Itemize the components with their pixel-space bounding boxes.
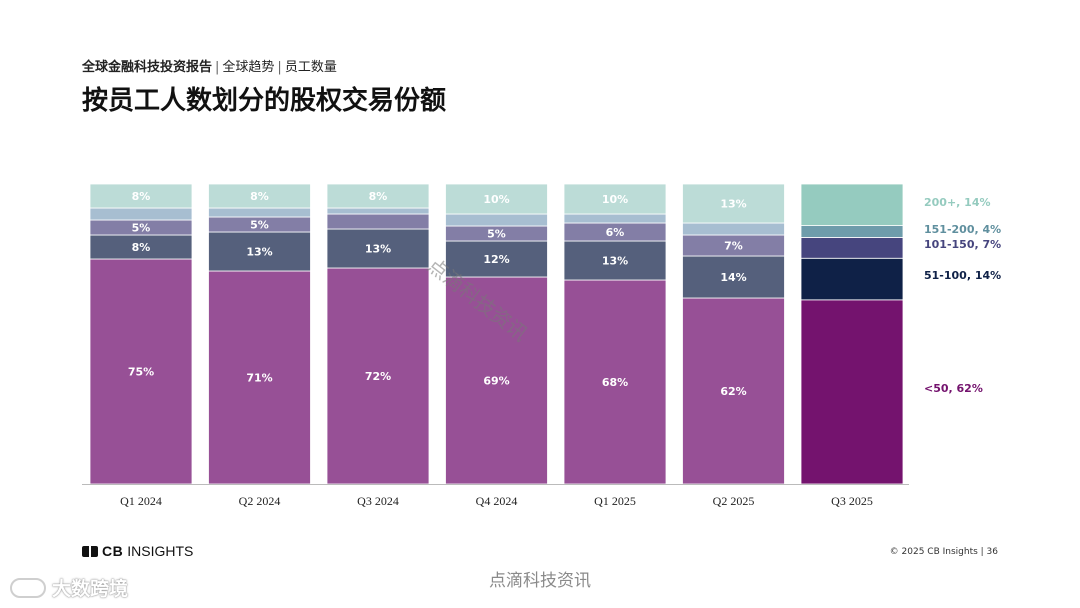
bar-segment: [682, 297, 785, 485]
watermark-corner: 大数跨境: [10, 574, 128, 601]
x-tick-label: Q2 2024: [239, 494, 281, 508]
legend-item: <50, 62%: [924, 382, 983, 395]
cbinsights-logo-icon: [82, 545, 98, 557]
breadcrumb-report: 全球金融科技投资报告: [82, 60, 213, 75]
data-label: 72%: [365, 370, 391, 383]
bar-segment: [800, 225, 904, 238]
data-label: 62%: [720, 385, 746, 398]
breadcrumb-separator: |: [277, 60, 282, 75]
data-label: 8%: [132, 241, 151, 254]
data-label: 69%: [483, 375, 509, 388]
bar-segment: [445, 276, 548, 485]
bar-segment: [89, 207, 193, 221]
data-label: 75%: [128, 366, 154, 379]
data-label: 13%: [246, 246, 272, 259]
bar-segment: [682, 183, 785, 224]
bar-segment: [800, 257, 904, 301]
logo-text-rest: INSIGHTS: [127, 543, 194, 559]
bar-segment: [89, 183, 193, 209]
data-label: 12%: [483, 253, 509, 266]
bar-segment: [800, 237, 904, 259]
bar-segment: [89, 234, 193, 260]
data-label: 6%: [606, 226, 625, 239]
breadcrumb-headcount: 员工数量: [284, 60, 337, 75]
bar-segment: [445, 213, 548, 227]
data-label: 5%: [132, 222, 151, 235]
breadcrumb: 全球金融科技投资报告 | 全球趋势 | 员工数量: [82, 56, 337, 75]
breadcrumb-trends: 全球趋势: [222, 60, 275, 75]
bar-segment: [326, 228, 430, 269]
bar-segment: [208, 270, 311, 485]
data-label: 5%: [250, 219, 269, 232]
data-label: 13%: [720, 198, 746, 211]
data-label: 8%: [369, 190, 388, 203]
page-title: 按员工人数划分的股权交易份额: [82, 86, 447, 116]
watermark-bottom: 点滴科技资讯: [489, 571, 591, 591]
legend-item: 101-150, 7%: [924, 238, 1001, 251]
bar-segment: [445, 240, 548, 278]
data-label: 68%: [602, 376, 628, 389]
bar-segment: [208, 231, 311, 272]
bar-segment: [682, 255, 785, 299]
bar-segment: [563, 183, 667, 215]
bar-segment: [208, 183, 311, 209]
copyright-page-number: © 2025 CB Insights | 36: [889, 547, 998, 557]
bar-segment: [682, 222, 785, 236]
data-label: 7%: [724, 240, 743, 253]
bar-segment: [445, 183, 548, 215]
data-label: 14%: [720, 271, 746, 284]
data-label: 10%: [602, 193, 628, 206]
x-tick-label: Q1 2025: [594, 494, 636, 508]
bar-segment: [563, 213, 667, 224]
data-label: 10%: [483, 193, 509, 206]
bar-segment: [800, 183, 904, 226]
breadcrumb-separator: |: [215, 60, 220, 75]
watermark-logo-icon: [10, 577, 46, 598]
legend-item: 200+, 14%: [924, 196, 991, 209]
x-tick-label: Q4 2024: [476, 494, 518, 508]
cbinsights-logo: CB INSIGHTS: [82, 543, 193, 559]
logo-text-bold: CB: [102, 543, 124, 559]
x-tick-label: Q3 2024: [357, 494, 399, 508]
data-label: 13%: [365, 243, 391, 256]
data-label: 13%: [602, 255, 628, 268]
bar-segment: [326, 183, 430, 209]
bar-segment: [800, 299, 904, 485]
x-tick-label: Q2 2025: [713, 494, 755, 508]
bar-segment: [563, 240, 667, 281]
bar-segment: [326, 207, 430, 215]
bar-segment: [208, 207, 311, 218]
data-label: 71%: [246, 372, 272, 385]
bar-segment: [563, 279, 667, 485]
watermark-corner-text: 大数跨境: [52, 578, 129, 600]
x-tick-label: Q1 2024: [120, 494, 162, 508]
data-label: 5%: [487, 228, 506, 241]
bar-segment: [326, 213, 430, 230]
legend-item: 151-200, 4%: [924, 223, 1001, 236]
legend-item: 51-100, 14%: [924, 269, 1001, 282]
data-label: 8%: [250, 190, 269, 203]
data-label: 8%: [132, 190, 151, 203]
x-tick-label: Q3 2025: [831, 494, 873, 508]
